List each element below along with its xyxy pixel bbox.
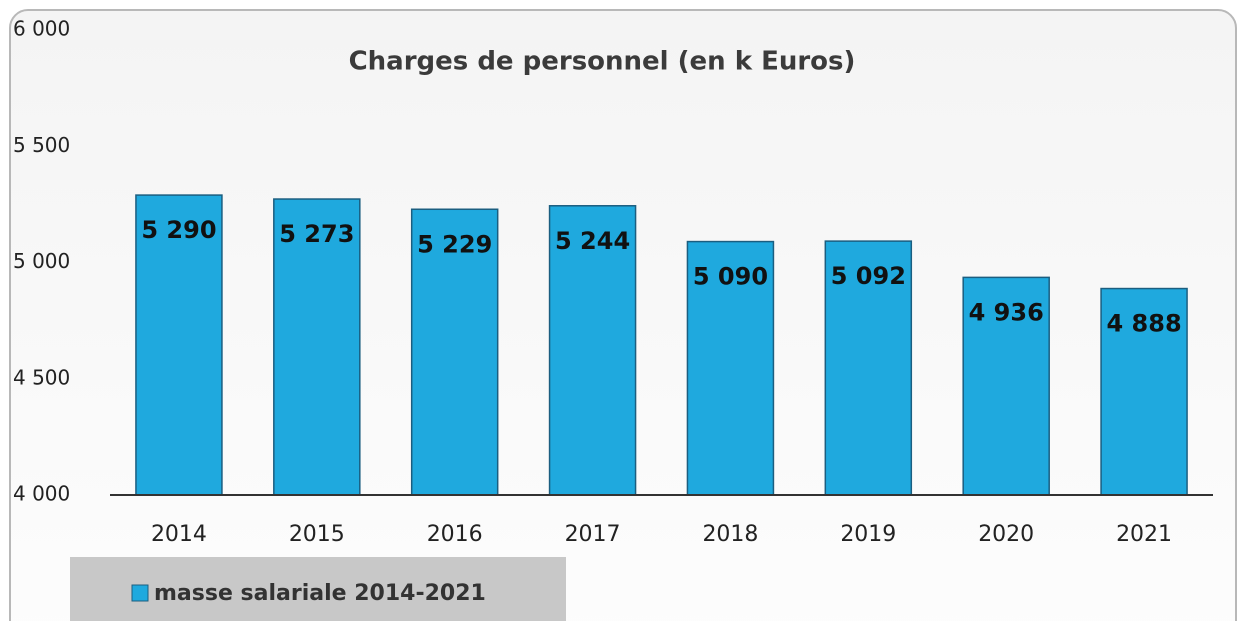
x-tick-label: 2016 [427, 522, 483, 547]
data-label: 5 090 [693, 263, 768, 291]
bar [1100, 287, 1188, 496]
data-label: 5 092 [831, 262, 906, 290]
data-label: 4 936 [969, 298, 1044, 326]
bar [410, 208, 499, 496]
x-tick-label: 2018 [702, 522, 758, 547]
y-tick-label: 4 500 [13, 365, 70, 389]
x-tick-label: 2014 [151, 522, 207, 547]
y-tick-label: 4 000 [13, 482, 70, 506]
y-tick-label: 6 000 [13, 17, 70, 41]
bar [962, 276, 1050, 496]
data-label: 5 273 [279, 220, 354, 248]
data-label: 4 888 [1106, 310, 1181, 338]
legend-box [70, 557, 566, 621]
data-label: 5 244 [555, 227, 630, 255]
data-label: 5 229 [417, 230, 492, 258]
y-tick-label: 5 000 [13, 249, 70, 273]
x-tick-label: 2019 [840, 522, 896, 547]
y-tick-label: 5 500 [13, 133, 70, 157]
bar [686, 240, 775, 496]
data-label: 5 290 [141, 216, 216, 244]
x-tick-label: 2020 [978, 522, 1034, 547]
bar [135, 194, 223, 496]
bar [273, 198, 361, 496]
x-tick-label: 2017 [565, 522, 621, 547]
x-tick-label: 2021 [1116, 522, 1172, 547]
bar [824, 240, 913, 496]
legend-swatch [131, 584, 149, 602]
chart-title: Charges de personnel (en k Euros) [349, 47, 856, 77]
legend-label: masse salariale 2014-2021 [154, 581, 486, 606]
x-tick-label: 2015 [289, 522, 345, 547]
